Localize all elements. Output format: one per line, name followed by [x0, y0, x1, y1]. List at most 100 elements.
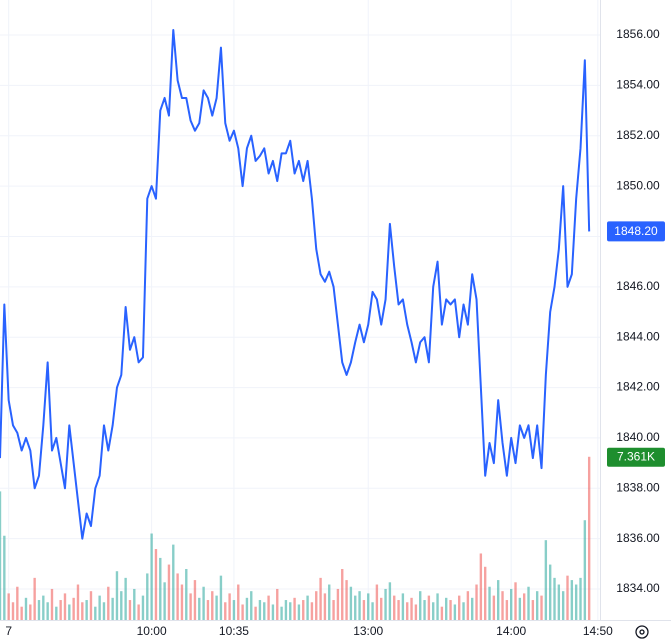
volume-bar	[215, 595, 218, 620]
volume-bar	[514, 582, 517, 620]
volume-bar	[0, 491, 2, 620]
volume-bar	[471, 597, 474, 620]
x-tick-label: 14:50	[583, 624, 613, 638]
volume-badge	[607, 447, 665, 467]
volume-bar	[410, 597, 413, 620]
y-tick-label: 1842.00	[616, 380, 660, 394]
volume-bar	[371, 602, 374, 620]
volume-bar	[293, 597, 296, 620]
volume-bar	[167, 564, 171, 620]
volume-bar	[146, 573, 149, 620]
volume-bar	[384, 588, 387, 620]
volume-bar	[453, 604, 457, 620]
volume-bar	[159, 557, 162, 620]
volume-bar	[354, 595, 357, 620]
volume-bar	[111, 597, 114, 620]
volume-bar	[85, 600, 88, 620]
volume-bar	[163, 582, 166, 620]
volume-bar	[466, 591, 470, 620]
volume-badge-label: 7.361K	[617, 449, 655, 463]
volume-bar	[271, 604, 275, 620]
volume-bar	[332, 600, 335, 620]
volume-bar	[527, 586, 530, 620]
y-tick-label: 1846.00	[616, 279, 660, 293]
volume-bar	[484, 566, 487, 620]
volume-bar	[185, 568, 188, 620]
volume-bar	[137, 604, 140, 620]
volume-bar	[224, 602, 227, 620]
settings-button[interactable]	[635, 625, 649, 639]
volume-bar	[63, 593, 67, 620]
price-badge	[607, 221, 665, 242]
volume-bar	[267, 595, 270, 620]
volume-bar	[319, 577, 322, 620]
volume-bar	[55, 606, 58, 620]
volume-bar	[245, 597, 249, 620]
volume-bar	[380, 597, 383, 620]
volume-bar	[76, 584, 80, 620]
volume-bar	[475, 584, 478, 620]
volume-bar	[574, 584, 578, 620]
axes: 1834.00 1836.00 1838.00 1840.00 1842.00 1844.…	[5, 27, 665, 638]
volume-bar	[323, 593, 327, 620]
y-tick-label: 1834.00	[616, 581, 660, 595]
volume-bar	[68, 604, 71, 620]
price-badge-label: 1848.20	[614, 224, 658, 238]
volume-bar	[180, 584, 184, 620]
y-tick-label: 1836.00	[616, 531, 660, 545]
volume-bar	[531, 600, 535, 620]
volume-bar	[141, 595, 145, 620]
volume-bar	[315, 591, 318, 620]
volume-bar	[479, 553, 483, 620]
volume-bar	[228, 593, 231, 620]
volume-bar	[250, 591, 253, 620]
volume-bar	[336, 588, 340, 620]
volume-bar	[115, 571, 119, 620]
volume-bar	[397, 600, 400, 620]
settings-icon[interactable]	[635, 625, 649, 639]
volume-bar	[587, 456, 591, 620]
x-tick-label: 10:00	[137, 624, 167, 638]
volume-bar	[510, 588, 513, 620]
volume-bar	[306, 595, 309, 620]
volume-bar	[254, 606, 257, 620]
y-tick-label: 1850.00	[616, 178, 660, 192]
volume-bar	[81, 602, 84, 620]
volume-bar	[7, 593, 10, 620]
volume-bar	[219, 575, 223, 620]
volume-bar	[258, 600, 262, 620]
y-tick-label: 1852.00	[616, 128, 660, 142]
volume-bar	[72, 597, 75, 620]
volume-bar	[341, 568, 344, 620]
y-tick-label: 1838.00	[616, 480, 660, 494]
y-tick-label: 1840.00	[616, 430, 660, 444]
volume-bar	[553, 577, 556, 620]
volume-bar	[172, 544, 175, 620]
volume-bar	[505, 600, 509, 620]
volume-bar	[540, 595, 543, 620]
volume-bar	[98, 595, 101, 620]
settings-icon-center[interactable]	[639, 629, 645, 635]
x-tick-label: 13:00	[353, 624, 383, 638]
y-tick-label: 1854.00	[616, 78, 660, 92]
volume-bar	[566, 575, 569, 620]
y-tick-label: 1844.00	[616, 329, 660, 343]
volume-bar	[583, 520, 587, 620]
volume-bar	[120, 591, 123, 620]
volume-bar	[297, 604, 301, 620]
x-tick-label: 7	[5, 624, 12, 638]
volume-bar	[16, 586, 19, 620]
volume-bar	[570, 580, 574, 620]
volume-bar	[263, 602, 266, 620]
volume-bar	[133, 588, 136, 620]
volume-bar	[202, 586, 205, 620]
price-layer	[0, 28, 591, 540]
price-line	[0, 28, 591, 540]
volume-bar	[518, 597, 522, 620]
x-tick-label: 10:35	[219, 624, 249, 638]
volume-bar	[124, 577, 127, 620]
volume-bar	[198, 597, 201, 620]
volume-bar	[345, 580, 348, 620]
